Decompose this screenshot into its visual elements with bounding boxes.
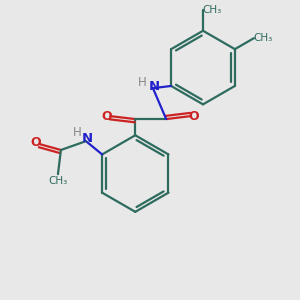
Text: O: O [31, 136, 41, 149]
Text: O: O [189, 110, 199, 123]
Text: N: N [149, 80, 160, 93]
Text: O: O [101, 110, 112, 123]
Text: CH₃: CH₃ [254, 33, 273, 43]
Text: H: H [73, 126, 82, 140]
Text: CH₃: CH₃ [48, 176, 68, 186]
Text: N: N [82, 132, 93, 145]
Text: H: H [138, 76, 147, 89]
Text: CH₃: CH₃ [203, 4, 222, 14]
